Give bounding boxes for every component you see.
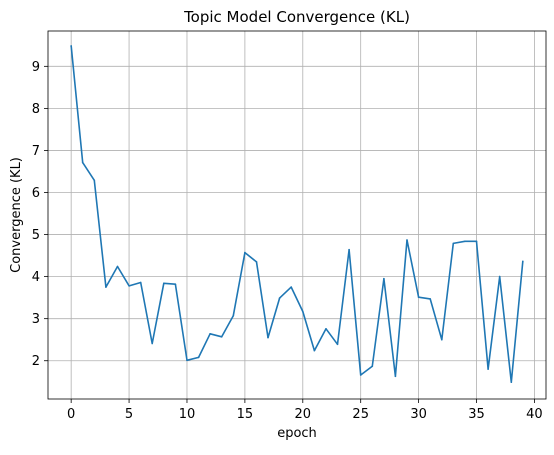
data-point (302, 310, 304, 313)
data-point (116, 265, 119, 268)
data-point (81, 161, 84, 164)
x-tick-label: 10 (179, 407, 196, 422)
grid (48, 31, 546, 399)
x-tick-label: 20 (295, 407, 312, 422)
data-point (139, 281, 142, 284)
x-axis-ticks: 0 5 10 15 20 25 30 35 40 (67, 399, 543, 422)
data-point (313, 349, 316, 352)
data-point (93, 179, 96, 182)
data-point (452, 242, 455, 245)
y-tick-label: 4 (32, 270, 40, 285)
data-point (383, 277, 385, 280)
series-line (70, 45, 524, 384)
data-point (105, 286, 107, 288)
data-point (197, 356, 200, 359)
data-point (174, 283, 177, 286)
data-point (244, 251, 246, 254)
y-tick-label: 9 (32, 60, 40, 75)
data-point (232, 314, 235, 317)
x-tick-label: 15 (237, 407, 254, 422)
data-point (429, 298, 432, 300)
y-tick-label: 2 (32, 354, 40, 369)
data-point (325, 328, 327, 330)
y-tick-label: 6 (32, 186, 40, 201)
data-point (209, 333, 211, 335)
data-point (498, 275, 501, 278)
data-point (371, 365, 374, 368)
data-point (348, 248, 350, 251)
y-tick-label: 3 (32, 312, 40, 327)
x-tick-label: 40 (526, 407, 543, 422)
y-axis-ticks: 2 3 4 5 6 7 8 9 (32, 60, 48, 369)
data-point (487, 368, 489, 370)
y-tick-label: 5 (32, 228, 40, 243)
data-point (220, 336, 223, 338)
data-point (417, 296, 420, 299)
y-tick-label: 8 (32, 102, 40, 117)
x-tick-label: 30 (410, 407, 427, 422)
data-point (255, 261, 258, 263)
y-tick-label: 7 (32, 144, 40, 159)
data-point (163, 282, 165, 285)
data-point (290, 286, 293, 288)
data-point (70, 45, 72, 47)
data-point (186, 359, 188, 362)
data-point (406, 239, 408, 241)
data-point (510, 381, 513, 384)
data-point (278, 297, 281, 299)
chart-title: Topic Model Convergence (KL) (183, 8, 410, 26)
x-tick-label: 25 (352, 407, 369, 422)
data-point (441, 338, 443, 341)
data-point (522, 260, 524, 263)
data-point (359, 374, 362, 376)
data-point (128, 285, 130, 287)
data-point (151, 342, 153, 345)
y-axis-label: Convergence (KL) (9, 157, 24, 273)
series-group (70, 45, 524, 384)
x-tick-label: 0 (67, 407, 75, 422)
data-point (267, 336, 269, 339)
data-point (394, 375, 397, 378)
data-point (464, 240, 466, 243)
x-axis-label: epoch (277, 426, 317, 441)
data-point (475, 240, 478, 243)
plot-frame (47, 30, 547, 400)
data-point (336, 343, 339, 346)
x-tick-label: 5 (125, 407, 133, 422)
x-tick-label: 35 (468, 407, 485, 422)
